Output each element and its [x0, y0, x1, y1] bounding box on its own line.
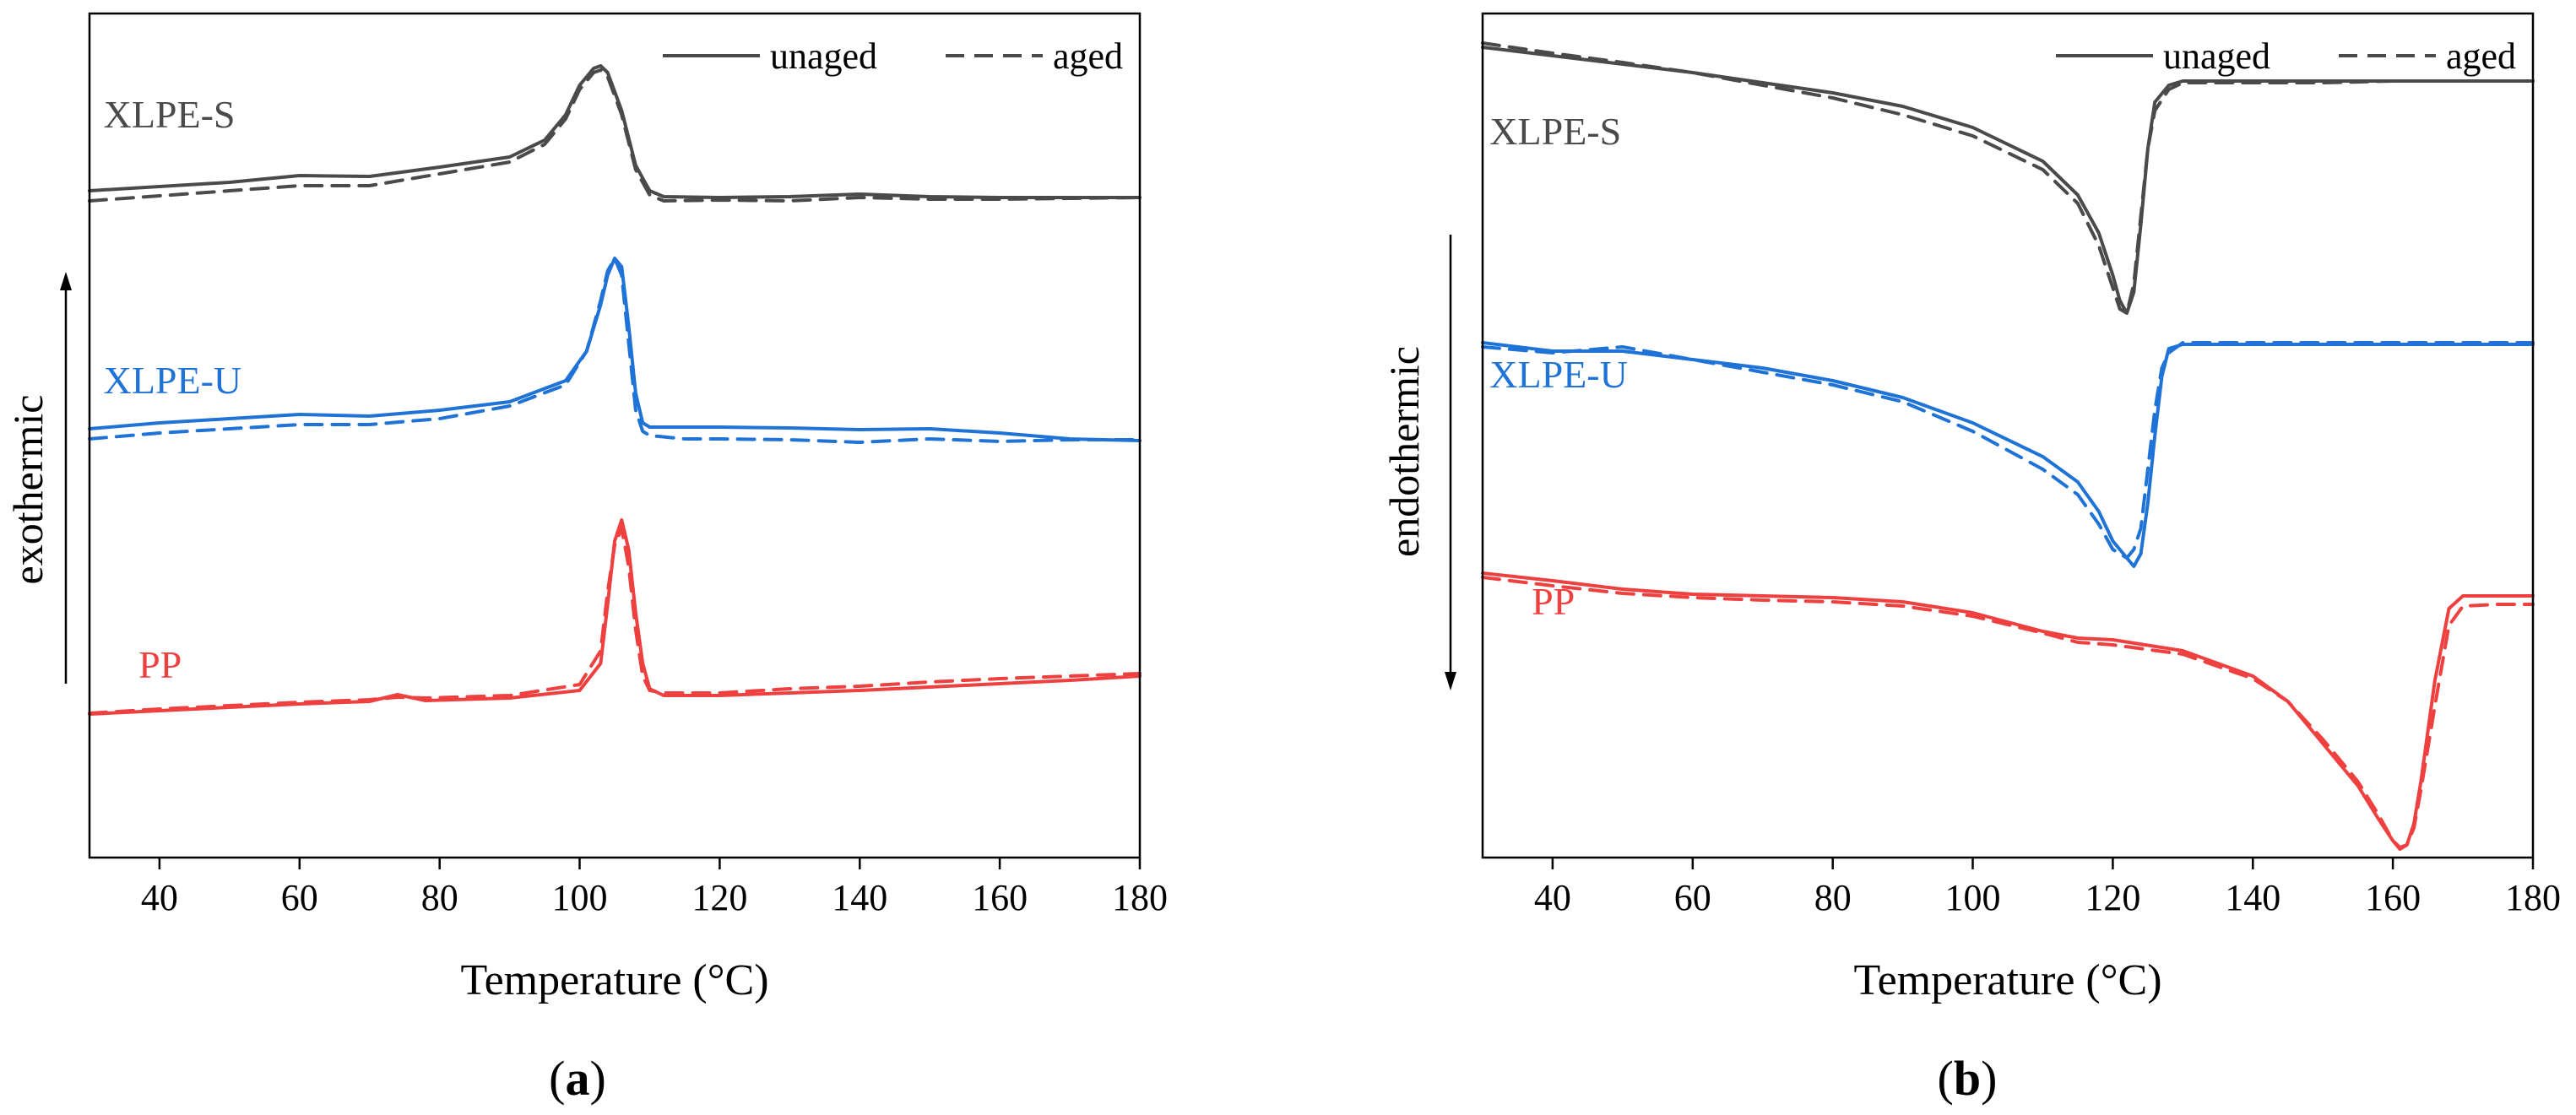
panel-a-x-tick-label-60: 60	[281, 877, 318, 918]
panel-a-label: (a)	[549, 1051, 606, 1106]
panel-a-series-xlpe-u-aged	[88, 257, 1142, 444]
panel-a-label-pp: PP	[138, 643, 182, 686]
panel-b-sample-labels: XLPE-S XLPE-U PP	[1489, 110, 1628, 623]
panel-a-x-tick-label-180: 180	[1112, 877, 1168, 918]
panel-b-label-close: )	[1981, 1051, 1997, 1106]
panel-b-legend-unaged: unaged	[2163, 35, 2270, 77]
panel-b-x-tick-label-40: 40	[1534, 877, 1571, 918]
panel-b-plot-frame	[1481, 12, 2535, 859]
panel-b-chart: XLPE-S XLPE-U PP 40 60 80 100 120 140 160 180 Tem…	[1380, 12, 2561, 1106]
panel-b-series-layer	[1481, 41, 2535, 851]
panel-b-x-tick-label-80: 80	[1814, 877, 1852, 918]
panel-b-label-letter: b	[1954, 1051, 1981, 1106]
panel-b-label-xlpe-s: XLPE-S	[1489, 110, 1621, 153]
panel-a-plot-frame	[88, 12, 1142, 859]
panel-a-x-ticks: 40 60 80 100 120 140 160 180	[141, 858, 1168, 918]
panel-b-x-tick-label-140: 140	[2225, 877, 2280, 918]
panel-a-series-pp-aged	[88, 527, 1142, 715]
panel-b-label: (b)	[1938, 1051, 1998, 1106]
panel-a-series-xlpe-s-unaged	[88, 64, 1142, 199]
panel-a-label-open: (	[549, 1051, 565, 1106]
panel-a-series-xlpe-u-unaged	[88, 257, 1142, 442]
panel-a-series-xlpe-s-aged	[88, 68, 1142, 203]
panel-b-series-xlpe-s-aged	[1481, 41, 2535, 315]
panel-a-y-axis-indicator: exothermic	[4, 272, 72, 684]
panel-a-legend-unaged: unaged	[770, 35, 877, 77]
panel-a-label-letter: a	[566, 1051, 590, 1106]
panel-a-x-tick-label-80: 80	[421, 877, 458, 918]
panel-a-sample-labels: XLPE-S XLPE-U PP	[104, 93, 242, 686]
panel-a-y-axis-title: exothermic	[4, 395, 52, 585]
panel-b-legend: unaged aged	[2056, 35, 2516, 77]
panel-b-x-tick-label-120: 120	[2085, 877, 2140, 918]
panel-a-series-layer	[88, 64, 1142, 716]
panel-a-chart: XLPE-S XLPE-U PP 40 60 80 100 120 140 160 180 Tem…	[4, 12, 1168, 1106]
panel-b-series-pp-aged	[1481, 576, 2535, 849]
panel-b-y-axis-title: endothermic	[1380, 346, 1428, 557]
panel-b-x-tick-label-100: 100	[1945, 877, 2001, 918]
panel-a-x-tick-label-120: 120	[691, 877, 747, 918]
panel-a-x-axis-title: Temperature (°C)	[460, 956, 768, 1004]
panel-a-x-tick-label-140: 140	[832, 877, 887, 918]
panel-a-x-tick-label-40: 40	[141, 877, 178, 918]
panel-b-down-arrowhead	[1445, 672, 1456, 690]
panel-b-label-open: (	[1938, 1051, 1954, 1106]
panel-a-x-tick-label-100: 100	[552, 877, 608, 918]
panel-b-x-ticks: 40 60 80 100 120 140 160 180	[1534, 858, 2561, 918]
panel-b-series-xlpe-u-aged	[1481, 341, 2535, 560]
panel-b-y-axis-indicator: endothermic	[1380, 235, 1456, 690]
panel-b-x-axis-title: Temperature (°C)	[1853, 956, 2161, 1004]
panel-b-legend-aged: aged	[2446, 35, 2516, 77]
panel-b-label-xlpe-u: XLPE-U	[1489, 353, 1628, 396]
panel-a-legend: unaged aged	[663, 35, 1123, 77]
panel-a-legend-aged: aged	[1053, 35, 1123, 77]
panel-b-x-tick-label-160: 160	[2365, 877, 2421, 918]
panel-b-x-tick-label-60: 60	[1674, 877, 1711, 918]
panel-a-x-tick-label-160: 160	[972, 877, 1028, 918]
panel-b-label-pp: PP	[1532, 580, 1575, 623]
panel-a-label-close: )	[590, 1051, 606, 1106]
panel-a-up-arrowhead	[60, 272, 72, 290]
panel-b-x-tick-label-180: 180	[2505, 877, 2561, 918]
panel-a-label-xlpe-s: XLPE-S	[104, 93, 236, 136]
panel-a-label-xlpe-u: XLPE-U	[104, 359, 242, 402]
